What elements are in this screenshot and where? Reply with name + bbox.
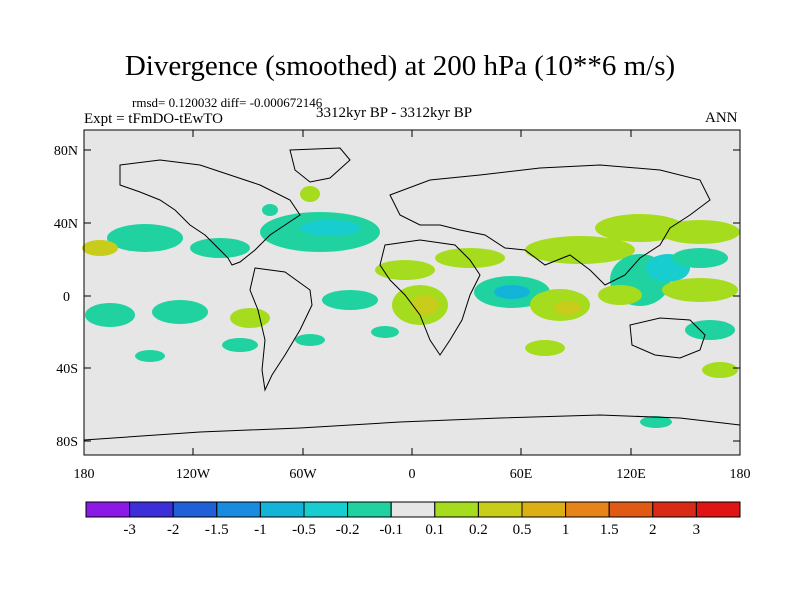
experiment-label: Expt = tFmDO-tEwTO: [84, 111, 224, 127]
field-blob: [85, 303, 135, 327]
field-blob: [435, 248, 505, 268]
field-blob: [672, 248, 728, 268]
field-blob: [295, 334, 325, 346]
field-blob: [375, 260, 435, 280]
field-blob: [640, 416, 672, 428]
field-blob: [702, 362, 738, 378]
colorbar-swatch: [652, 501, 697, 518]
field-blob: [135, 350, 165, 362]
colorbar-label: 0.1: [425, 522, 444, 538]
lon-label: 120E: [616, 467, 646, 482]
lat-label: 0: [63, 290, 70, 305]
field-blob: [300, 186, 320, 202]
field-blob: [411, 295, 439, 315]
page-title: Divergence (smoothed) at 200 hPa (10**6 …: [124, 50, 676, 82]
lat-label: 40N: [54, 217, 78, 232]
lon-axis: 180 120W 60W 0 60E 120E 180: [74, 467, 751, 482]
colorbar-label: -1: [254, 522, 267, 538]
colorbar-swatch: [521, 501, 567, 518]
divergence-field: [82, 186, 740, 428]
coast-eurasia: [389, 164, 711, 286]
lon-label: 180: [730, 467, 751, 482]
colorbar-label: -0.1: [379, 522, 403, 538]
colorbar-label: -0.2: [336, 522, 360, 538]
colorbar-swatch: [565, 501, 610, 518]
field-blob: [371, 326, 399, 338]
lat-label: 80S: [56, 435, 78, 450]
field-blob: [300, 220, 360, 236]
field-blob: [494, 285, 530, 299]
colorbar-swatch: [477, 501, 523, 518]
colorbar-label: 2: [649, 522, 657, 538]
field-blob: [322, 290, 378, 310]
lat-axis: 80N 40N 0 40S 80S: [54, 144, 78, 450]
colorbar-swatch: [85, 501, 131, 518]
field-blob: [107, 224, 183, 252]
lon-label: 0: [409, 467, 416, 482]
colorbar-labels: -3 -2 -1.5 -1 -0.5 -0.2 -0.1 0.1 0.2 0.5 1 1.5 2 3: [123, 522, 700, 538]
season-label: ANN: [705, 110, 738, 126]
colorbar-label: -1.5: [205, 522, 229, 538]
field-blob: [230, 308, 270, 328]
lat-label: 80N: [54, 144, 78, 159]
colorbar-swatch: [390, 501, 436, 518]
colorbar-label: 0.2: [469, 522, 488, 538]
colorbar-swatch: [172, 501, 218, 518]
coast-africa: [379, 239, 481, 356]
colorbar-swatch: [608, 501, 654, 518]
field-blob: [660, 220, 740, 244]
field-blob: [82, 240, 118, 256]
lon-label: 60W: [289, 467, 317, 482]
field-blob: [262, 204, 278, 216]
lon-label: 120W: [176, 467, 211, 482]
coast-south-america: [249, 267, 313, 392]
coast-australia: [629, 317, 706, 359]
lat-label: 40S: [56, 362, 78, 377]
field-blob: [222, 338, 258, 352]
colorbar-label: -2: [167, 522, 180, 538]
colorbar-label: 0.5: [513, 522, 532, 538]
colorbar-label: 1: [562, 522, 570, 538]
field-blob: [152, 300, 208, 324]
stats-line: rmsd= 0.120032 diff= -0.000672146: [132, 95, 323, 110]
coast-north-america: [119, 159, 301, 266]
colorbar-swatch: [216, 501, 261, 518]
colorbar-label: -0.5: [292, 522, 316, 538]
lon-label: 60E: [510, 467, 533, 482]
period-label: 3312kyr BP - 3312kyr BP: [316, 105, 473, 121]
colorbar-label: 1.5: [600, 522, 619, 538]
coast-antarctica: [83, 414, 741, 441]
colorbar-swatch: [259, 501, 305, 518]
field-blob: [554, 301, 582, 315]
coast-greenland: [289, 147, 351, 183]
field-blob: [662, 278, 738, 302]
field-blob: [525, 340, 565, 356]
lon-label: 180: [74, 467, 95, 482]
colorbar-swatch: [303, 501, 349, 518]
field-blob: [190, 238, 250, 258]
field-blob: [685, 320, 735, 340]
axis-ticks: [84, 130, 740, 455]
colorbar-swatch: [434, 501, 479, 518]
colorbar-swatch: [695, 501, 741, 518]
colorbar-swatch: [347, 501, 392, 518]
colorbar-label: 3: [693, 522, 701, 538]
coastlines: [83, 147, 741, 441]
field-blob: [525, 236, 635, 264]
colorbar: [85, 501, 741, 518]
colorbar-label: -3: [123, 522, 136, 538]
field-blob: [598, 285, 642, 305]
colorbar-swatch: [129, 501, 174, 518]
